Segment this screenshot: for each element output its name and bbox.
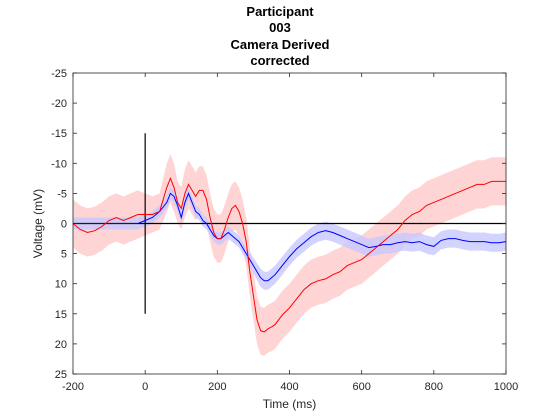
series-lines — [72, 176, 507, 333]
y-tick-label: 25 — [55, 369, 67, 381]
y-tick-label: -25 — [51, 68, 67, 80]
series-1-line — [72, 176, 506, 333]
x-tick-label: 200 — [208, 381, 226, 393]
reference-lines — [73, 133, 506, 314]
y-tick-label: 10 — [55, 279, 67, 291]
series-2-line — [73, 192, 507, 282]
y-tick-label: -20 — [51, 98, 67, 110]
y-tick-label: -15 — [51, 128, 67, 140]
x-tick-label: -200 — [62, 381, 84, 393]
chart-title-line-4: corrected — [250, 53, 310, 68]
x-tick-label: 400 — [280, 381, 298, 393]
y-tick-label: -10 — [51, 158, 67, 170]
x-tick-label: 600 — [352, 381, 370, 393]
axes: -200 0 200 400 600 800 1000 -25 -20 -15 -10 -5 0 5 10 1… — [51, 68, 518, 393]
y-tick-label: 0 — [61, 219, 67, 231]
y-axis-label: Voltage (mV) — [31, 189, 45, 258]
y-tick-label: -5 — [57, 188, 67, 200]
series-2-band — [73, 187, 506, 290]
x-axis-label: Time (ms) — [263, 397, 317, 411]
x-tick-label: 1000 — [494, 381, 518, 393]
chart-title-line-2: 003 — [269, 20, 291, 35]
y-tick-label: 20 — [55, 339, 67, 351]
y-tick-label: 15 — [55, 309, 67, 321]
chart-title-line-3: Camera Derived — [230, 37, 330, 52]
chart-title-line-1: Participant — [246, 4, 314, 19]
confidence-bands — [73, 154, 506, 356]
x-tick-label: 0 — [142, 381, 148, 393]
x-tick-label: 800 — [425, 381, 443, 393]
y-tick-label: 5 — [61, 249, 67, 261]
series-1-band — [73, 154, 506, 356]
